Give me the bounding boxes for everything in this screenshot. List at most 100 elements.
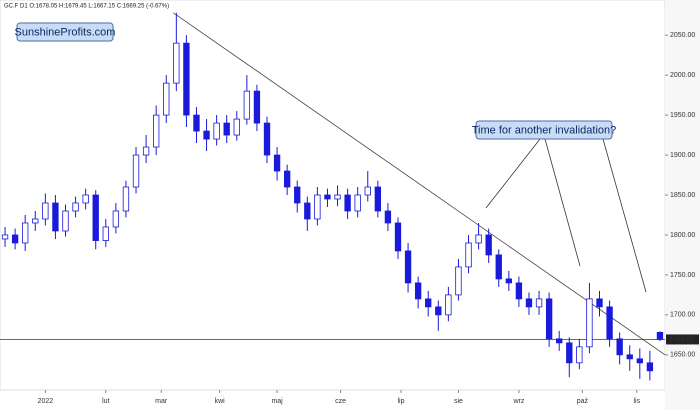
y-tick-label: 1700.00 — [670, 312, 695, 319]
x-tick-label: cze — [335, 398, 346, 405]
candle-body — [102, 226, 109, 241]
candle-body — [324, 194, 331, 200]
candle-body — [42, 202, 49, 220]
candle-body — [576, 346, 583, 364]
candle-body — [163, 82, 170, 116]
candle-body — [52, 202, 59, 232]
price-tag — [666, 334, 699, 345]
x-tick-label: paź — [577, 398, 589, 405]
arrow — [544, 138, 581, 267]
trendline — [173, 12, 666, 356]
candle-body — [525, 298, 533, 308]
x-tick-label: lis — [633, 398, 640, 405]
candle-body — [92, 194, 99, 241]
candle-body — [404, 250, 412, 284]
x-tick-label: lip — [398, 398, 405, 405]
candle-body — [132, 154, 140, 188]
y-tick-label: 2050.00 — [670, 32, 695, 39]
candle-body — [1, 234, 9, 240]
candle-body — [414, 282, 422, 300]
candle-body — [445, 294, 452, 316]
candle-body — [354, 194, 361, 212]
candle-body — [153, 114, 160, 148]
x-tick-label: lut — [102, 398, 109, 405]
candle-body — [253, 90, 261, 124]
candle-body — [294, 186, 301, 204]
callout-box — [475, 120, 613, 140]
candle-body — [203, 130, 210, 140]
candle-body — [213, 122, 220, 140]
y-tick-label: 1750.00 — [670, 272, 695, 279]
y-tick-label: 1800.00 — [670, 232, 695, 239]
candle-body — [545, 298, 553, 340]
y-tick-label: 1900.00 — [670, 152, 695, 159]
candle-body — [183, 42, 190, 116]
candle-body — [455, 266, 462, 296]
chart-header: GC.F D1 O:1678.05 H:1679.45 L:1667.15 C:… — [4, 4, 169, 10]
arrow — [485, 138, 541, 209]
y-tick-label: 1850.00 — [670, 192, 695, 199]
candle-body — [475, 234, 482, 244]
candle-body — [82, 194, 89, 204]
arrow — [602, 138, 647, 293]
candle-body — [505, 278, 512, 284]
logo: SunshineProfits.com — [15, 26, 116, 38]
x-tick-label: 2022 — [38, 398, 54, 405]
candle-body — [656, 332, 664, 340]
candle-body — [304, 202, 311, 220]
candle-body — [425, 298, 432, 308]
candle-body — [566, 342, 573, 364]
candle-body — [344, 194, 351, 212]
candle-body — [586, 298, 593, 348]
y-tick-label: 2000.00 — [670, 72, 695, 79]
candle-body — [535, 298, 543, 308]
candle-body — [72, 202, 79, 212]
candle-body — [122, 186, 130, 212]
candle-body — [374, 186, 382, 212]
price-tag-label: 1669.25 — [669, 336, 694, 343]
candle-body — [283, 170, 291, 188]
candle-body — [243, 90, 251, 120]
candle-body — [465, 242, 472, 268]
logo-box — [16, 22, 114, 42]
candle-body — [384, 210, 392, 224]
annotation: Time for another invalidation? — [472, 124, 617, 136]
x-tick-label: maj — [271, 398, 283, 405]
x-tick-label: kwi — [215, 398, 226, 405]
x-tick-label: mar — [155, 398, 168, 405]
candle-body — [173, 42, 180, 84]
candle-body — [515, 282, 523, 300]
candle-body — [112, 210, 120, 228]
candle-body — [193, 114, 200, 132]
plot-area — [0, 0, 666, 391]
candle-body — [22, 222, 29, 244]
candle-body — [364, 186, 371, 196]
x-tick-label: sie — [454, 398, 463, 405]
candle-body — [394, 222, 402, 252]
candle-body — [314, 194, 321, 220]
candle-body — [636, 358, 643, 364]
candle-body — [62, 210, 69, 232]
candle-body — [495, 254, 502, 280]
candle-body — [556, 338, 563, 344]
y-tick-label: 1950.00 — [670, 112, 695, 119]
candle-body — [485, 234, 492, 256]
candle-body — [596, 298, 603, 308]
candle-body — [626, 354, 633, 360]
candle-body — [142, 146, 150, 156]
x-tick-label: wrz — [512, 398, 524, 405]
candle-body — [334, 194, 341, 200]
y-axis-panel — [665, 0, 700, 410]
candle-body — [273, 154, 281, 172]
callout-arrows — [485, 138, 647, 293]
candle-body — [606, 306, 613, 340]
candle-body — [646, 362, 654, 372]
candle-body — [11, 234, 19, 244]
candle-body — [32, 218, 39, 224]
candle-body — [223, 122, 230, 136]
candle-body — [435, 306, 442, 316]
candle-body — [616, 338, 623, 356]
y-tick-label: 1650.00 — [670, 352, 695, 359]
